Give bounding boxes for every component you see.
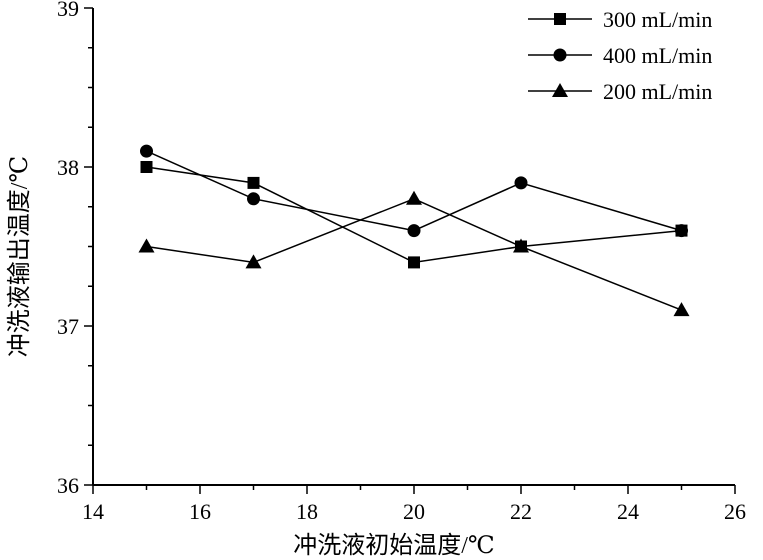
y-tick-label: 39: [57, 0, 79, 21]
data-point: [140, 161, 153, 173]
x-tick-label: 14: [82, 499, 104, 524]
data-point: [675, 224, 688, 238]
series-triangle: [138, 190, 690, 317]
data-point: [245, 254, 262, 269]
ticks: 14 16 18 20 22 24 26 36 37 38 39: [57, 0, 746, 524]
data-point: [513, 238, 529, 253]
series-line: [146, 166, 682, 264]
legend-marker-square-icon: [554, 13, 566, 25]
x-tick-label: 22: [510, 499, 532, 524]
legend-label: 300 mL/min: [603, 7, 712, 32]
legend-marker-triangle-icon: [552, 83, 568, 97]
x-axis-title: 冲洗液初始温度/℃: [293, 532, 495, 559]
series-line: [146, 197, 682, 311]
x-tick-label: 24: [617, 499, 639, 524]
x-tick-label: 16: [189, 499, 211, 524]
legend: 300 mL/min 400 mL/min 200 mL/min: [528, 7, 712, 104]
data-point: [247, 192, 260, 206]
x-tick-label: 26: [724, 499, 746, 524]
data-point: [140, 144, 153, 158]
y-axis-title: 冲洗液输出温度/℃: [6, 156, 33, 358]
y-tick-label: 38: [57, 155, 79, 180]
data-point: [408, 256, 420, 269]
legend-entry: 200 mL/min: [528, 79, 712, 104]
y-tick-label: 37: [57, 314, 79, 339]
series-group: [138, 144, 690, 317]
legend-label: 200 mL/min: [603, 79, 712, 104]
x-tick-label: 18: [296, 499, 318, 524]
y-tick-label: 36: [57, 473, 79, 498]
series-square: [140, 161, 688, 269]
legend-entry: 400 mL/min: [528, 43, 712, 68]
legend-marker-circle-icon: [553, 48, 567, 62]
data-point: [407, 224, 421, 238]
data-point: [138, 238, 155, 253]
data-point: [406, 190, 422, 205]
series-circle: [140, 144, 688, 238]
legend-label: 400 mL/min: [603, 43, 712, 68]
x-tick-label: 20: [403, 499, 425, 524]
legend-entry: 300 mL/min: [528, 7, 712, 32]
data-point: [673, 302, 690, 317]
data-point: [247, 176, 260, 189]
data-point: [514, 176, 528, 190]
